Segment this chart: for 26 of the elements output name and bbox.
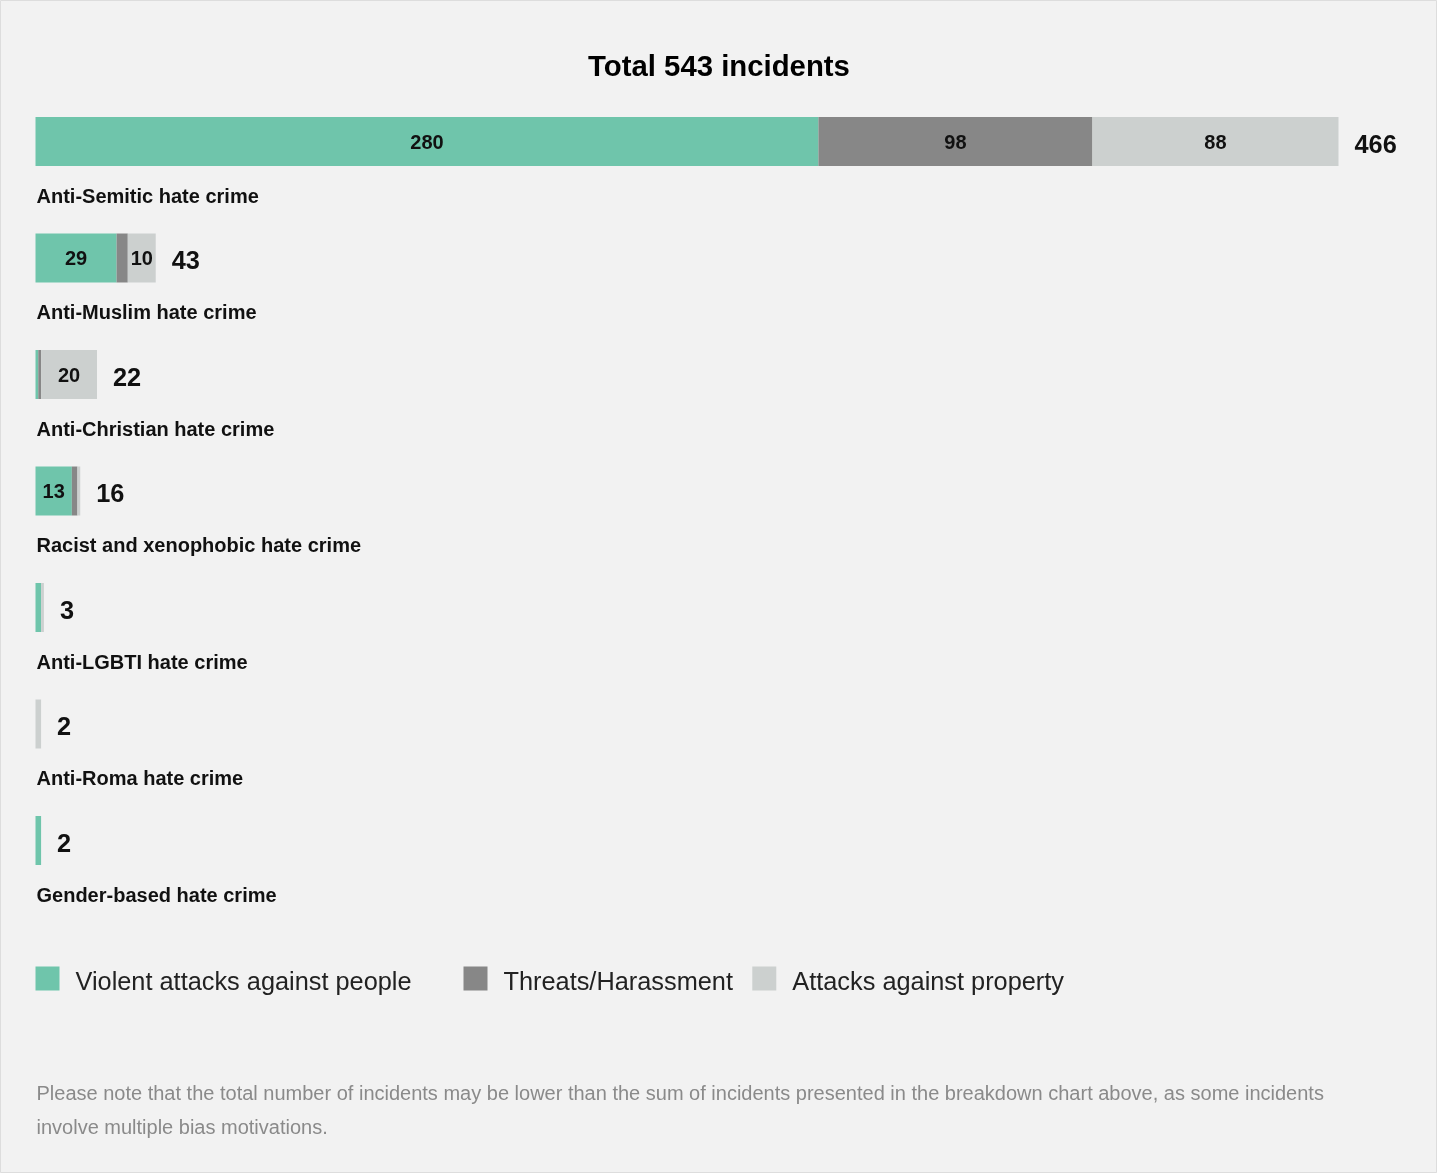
legend-label: Violent attacks against people: [75, 966, 412, 995]
total-label: 466: [1354, 129, 1397, 158]
data-label: 10: [130, 247, 153, 269]
data-label: 98: [944, 130, 967, 153]
data-label: 20: [57, 363, 81, 386]
total-label: 2: [57, 712, 72, 740]
text: Please note that the total number of incidents may be lower than the sum of incidents presented in the breakdown chart above, as some incidents involve multiple bias motivations.: [36, 1081, 1324, 1138]
total-label: 3: [59, 595, 74, 624]
y-tick-label: Anti-LGBTI hate crime: [36, 650, 248, 673]
y-tick-label: Anti-Christian hate crime: [36, 417, 275, 440]
y-tick-label: Anti-Muslim hate crime: [36, 301, 257, 323]
y-tick-label: Anti-Semitic hate crime: [36, 184, 259, 207]
chart-title: Total 543 incidents: [588, 49, 850, 82]
total-label: 43: [171, 246, 200, 274]
total-label: 2: [57, 828, 72, 857]
y-tick-label: Gender-based hate crime: [36, 883, 277, 906]
data-label: 13: [42, 480, 65, 502]
legend-label: Threats/Harassment: [503, 966, 733, 995]
legend-label: Attacks against property: [792, 966, 1065, 995]
total-label: 16: [96, 479, 125, 507]
y-tick-label: Anti-Roma hate crime: [36, 767, 244, 789]
data-label: 280: [410, 130, 444, 153]
data-label: 29: [64, 247, 88, 269]
total-label: 22: [113, 362, 142, 391]
y-tick-label: Racist and xenophobic hate crime: [36, 534, 362, 556]
data-label: 88: [1204, 130, 1227, 153]
